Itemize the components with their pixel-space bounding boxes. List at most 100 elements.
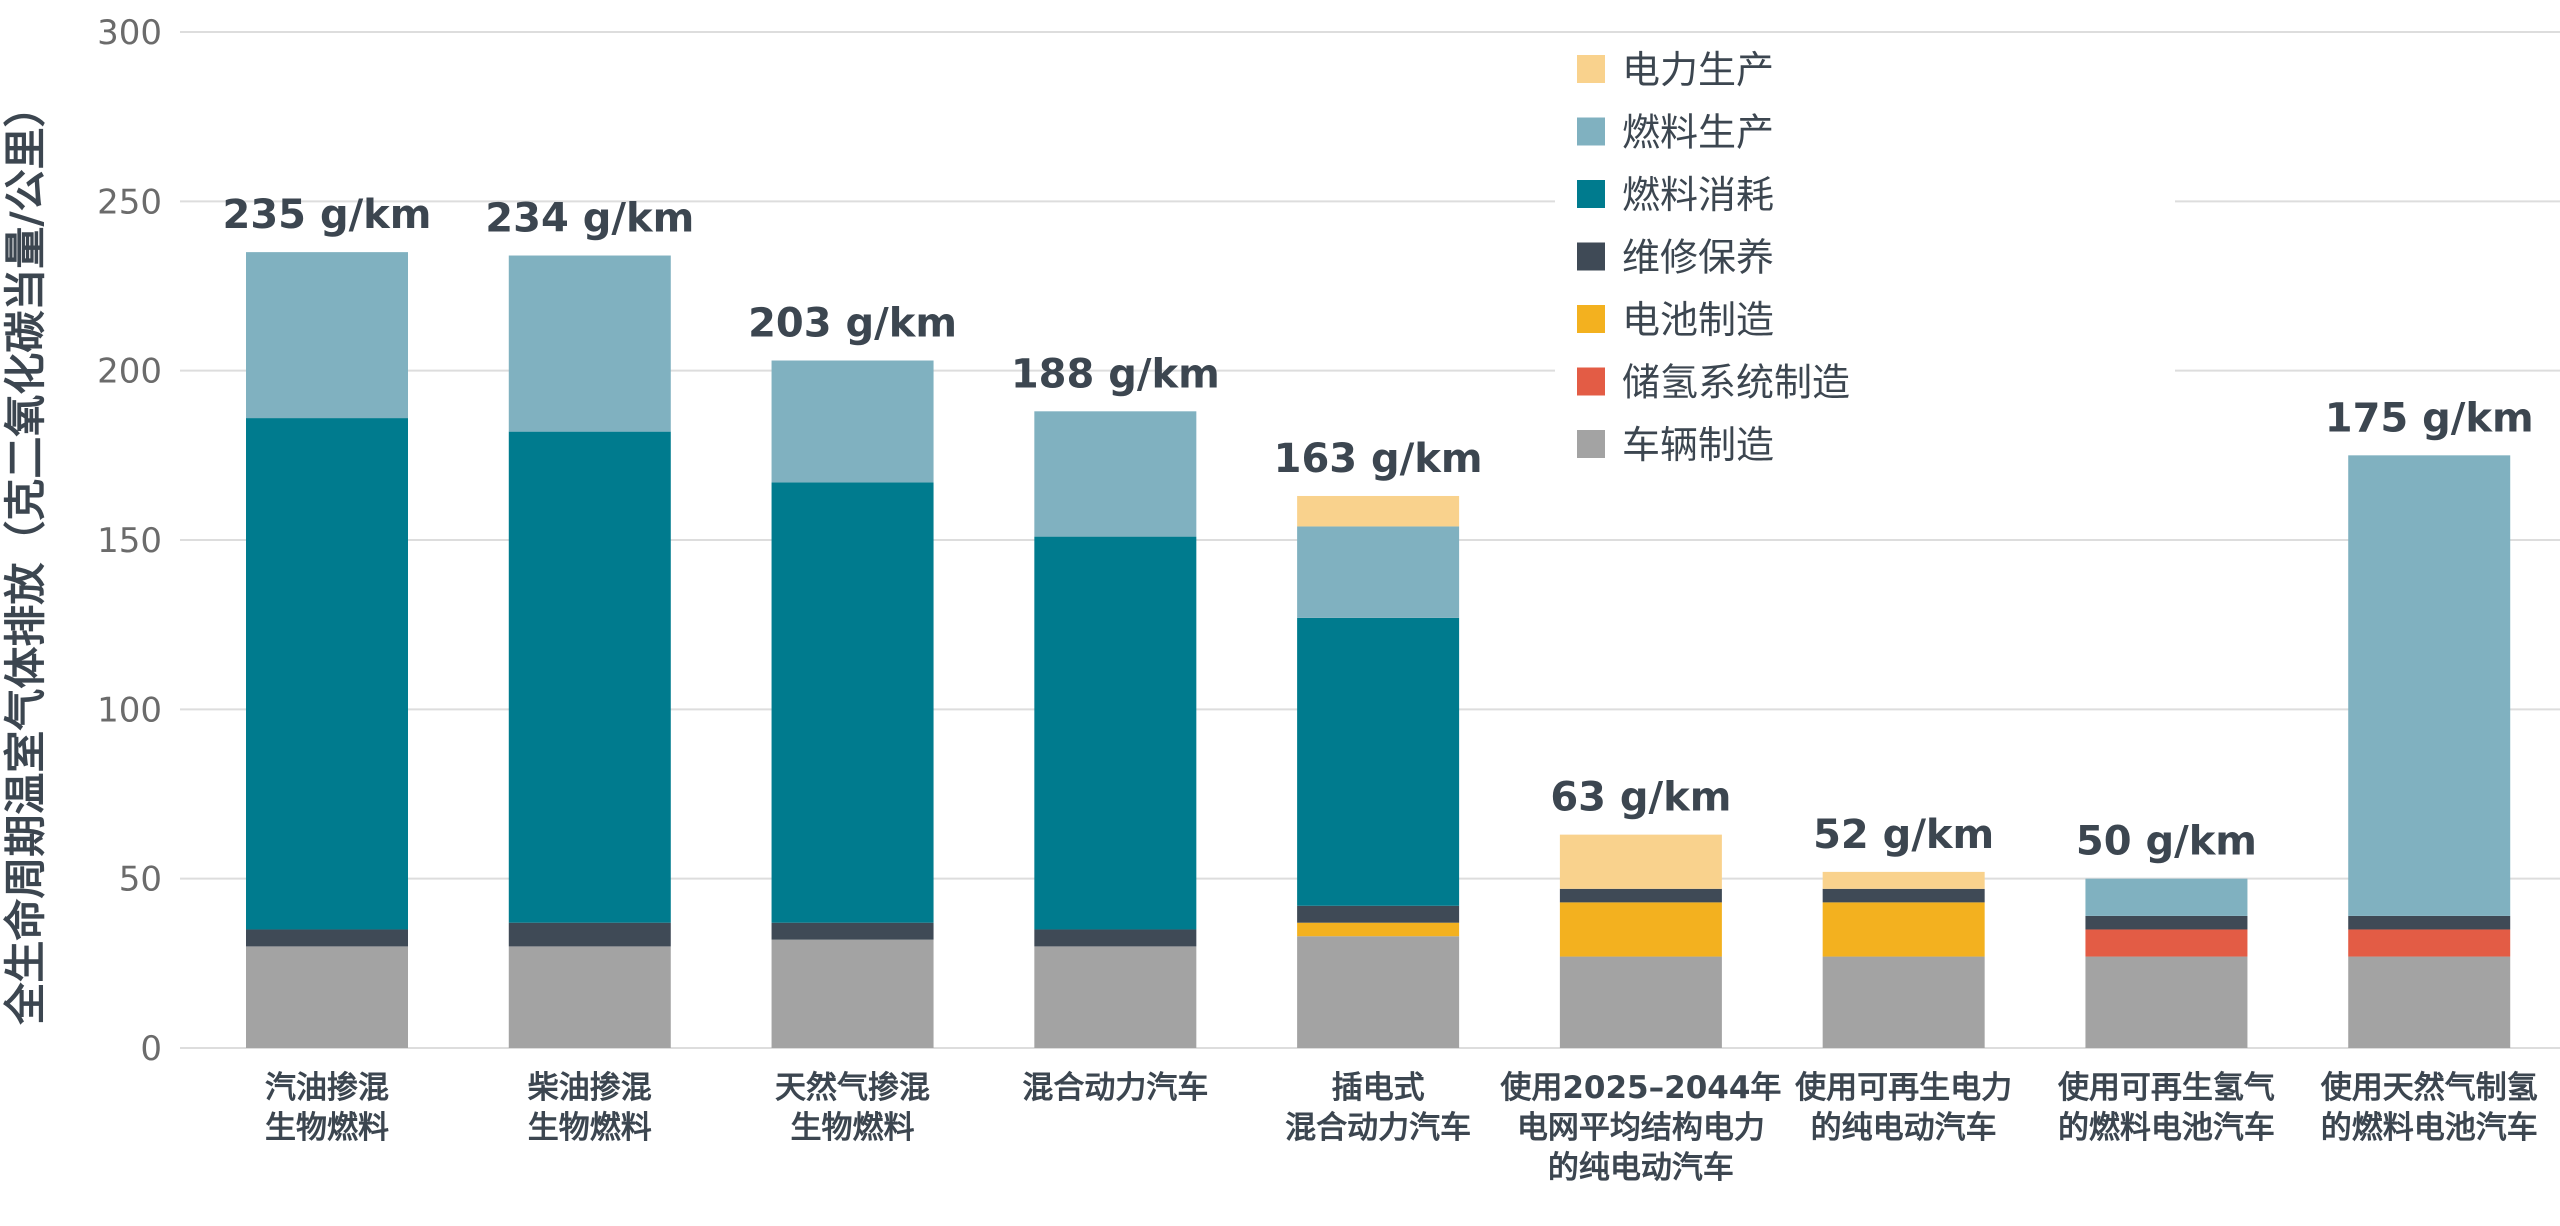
legend-swatch [1577, 367, 1605, 396]
legend-label: 电力生产 [1622, 48, 1774, 92]
y-tick-label: 300 [97, 13, 162, 53]
y-tick-label: 200 [97, 352, 162, 392]
category-label: 混合动力汽车 [1022, 1070, 1208, 1106]
bar-segment-4-6 [1297, 495, 1460, 527]
legend-swatch [1577, 305, 1605, 333]
y-tick-label: 100 [97, 690, 162, 730]
bar-segment-3-0 [1034, 946, 1197, 1048]
bar-segment-7-3 [2085, 915, 2248, 930]
bar-segment-4-3 [1297, 905, 1460, 923]
legend-label: 储氢系统制造 [1622, 361, 1850, 405]
category-label-line: 生物燃料 [528, 1110, 652, 1146]
y-tick-label: 250 [97, 182, 162, 222]
total-label: 188 g/km [1011, 351, 1220, 397]
category-label-line: 生物燃料 [791, 1110, 915, 1146]
category-label-line: 的燃料电池汽车 [2321, 1110, 2538, 1146]
bar-segment-1-5 [508, 255, 671, 432]
bar-segment-5-2 [1559, 902, 1722, 957]
y-tick-label: 150 [97, 521, 162, 561]
bars [246, 252, 2511, 1048]
total-label: 235 g/km [223, 192, 432, 238]
legend-swatch [1577, 430, 1605, 458]
category-label: 天然气掺混生物燃料 [775, 1070, 930, 1146]
bar-segment-8-0 [2348, 956, 2511, 1048]
bar-segment-3-5 [1034, 411, 1197, 537]
legend-label: 车辆制造 [1622, 423, 1774, 467]
category-label-line: 使用可再生氢气 [2057, 1070, 2275, 1106]
category-label-line: 混合动力汽车 [1285, 1110, 1471, 1146]
category-label-line: 电网平均结构电力 [1517, 1110, 1765, 1146]
y-axis-label: 全生命周期温室气体排放（克二氧化碳当量/公里） [1, 85, 50, 1025]
legend-swatch [1577, 55, 1605, 83]
bar-segment-6-6 [1822, 871, 1985, 889]
legend-label: 燃料生产 [1622, 111, 1774, 155]
category-label-line: 生物燃料 [265, 1110, 389, 1146]
category-label-line: 使用天然气制氢 [2320, 1070, 2538, 1106]
category-label-line: 使用可再生电力 [1794, 1070, 2012, 1106]
bar-segment-0-0 [246, 946, 408, 1048]
bar-segment-2-3 [771, 922, 934, 940]
legend-background [1555, 40, 2175, 480]
bar-segment-7-5 [2085, 878, 2248, 916]
y-tick-label: 0 [140, 1029, 162, 1069]
bar-segment-1-0 [508, 946, 671, 1048]
bar-segment-1-4 [508, 431, 671, 923]
bar-segment-3-4 [1034, 536, 1197, 930]
category-label: 使用可再生电力的纯电动汽车 [1794, 1070, 2012, 1146]
category-label: 插电式混合动力汽车 [1285, 1070, 1471, 1146]
category-label-line: 的燃料电池汽车 [2058, 1110, 2275, 1146]
category-label-line: 天然气掺混 [775, 1070, 930, 1106]
y-axis-ticks: 0 50 100 150 200 250 300 [97, 13, 162, 1069]
legend-label: 燃料消耗 [1622, 173, 1774, 217]
total-label: 163 g/km [1274, 436, 1483, 482]
category-label: 使用天然气制氢的燃料电池汽车 [2320, 1070, 2538, 1146]
total-labels: 235 g/km 234 g/km 203 g/km 188 g/km 163 g/km… [223, 192, 2534, 865]
bar-segment-0-4 [246, 418, 408, 930]
bar-segment-0-5 [246, 252, 408, 419]
bar-segment-4-5 [1297, 526, 1460, 618]
y-tick-label: 50 [119, 860, 162, 900]
bar-segment-6-2 [1822, 902, 1985, 957]
category-label-line: 插电式 [1332, 1070, 1425, 1106]
bar-segment-7-0 [2085, 956, 2248, 1048]
legend-swatch [1577, 242, 1605, 271]
bar-segment-5-6 [1559, 834, 1722, 889]
bar-segment-0-3 [246, 929, 408, 947]
category-label: 柴油掺混生物燃料 [528, 1070, 652, 1146]
bar-segment-8-3 [2348, 915, 2511, 930]
bar-segment-5-0 [1559, 956, 1722, 1048]
category-label-line: 的纯电动汽车 [1811, 1110, 1997, 1146]
total-label: 52 g/km [1813, 812, 1994, 858]
total-label: 50 g/km [2076, 819, 2257, 865]
category-label-line: 汽油掺混 [265, 1070, 389, 1106]
legend-swatch [1577, 180, 1605, 208]
bar-segment-2-5 [771, 360, 934, 483]
legend-label: 电池制造 [1622, 298, 1774, 342]
category-label-line: 柴油掺混 [528, 1070, 652, 1106]
category-label-line: 混合动力汽车 [1022, 1070, 1208, 1106]
category-label: 使用可再生氢气的燃料电池汽车 [2057, 1070, 2275, 1146]
total-label: 203 g/km [748, 301, 957, 347]
category-label-line: 的纯电动汽车 [1548, 1150, 1734, 1186]
bar-segment-4-2 [1297, 922, 1460, 937]
bar-segment-6-3 [1822, 888, 1985, 903]
bar-segment-1-3 [508, 922, 671, 947]
category-label: 汽油掺混生物燃料 [265, 1070, 389, 1146]
bar-segment-2-4 [771, 482, 934, 923]
bar-segment-2-0 [771, 939, 934, 1048]
bar-segment-8-5 [2348, 455, 2511, 916]
total-label: 63 g/km [1550, 775, 1731, 821]
bar-segment-3-3 [1034, 929, 1197, 947]
bar-segment-4-4 [1297, 617, 1460, 906]
category-label-line: 使用2025–2044年 [1499, 1070, 1781, 1106]
bar-segment-8-1 [2348, 929, 2511, 957]
category-label: 使用2025–2044年电网平均结构电力的纯电动汽车 [1499, 1070, 1781, 1186]
total-label: 234 g/km [485, 196, 694, 242]
legend-swatch [1577, 117, 1605, 146]
bar-segment-4-0 [1297, 936, 1460, 1048]
bar-segment-6-0 [1822, 956, 1985, 1048]
bar-segment-5-3 [1559, 888, 1722, 903]
total-label: 175 g/km [2325, 395, 2534, 441]
